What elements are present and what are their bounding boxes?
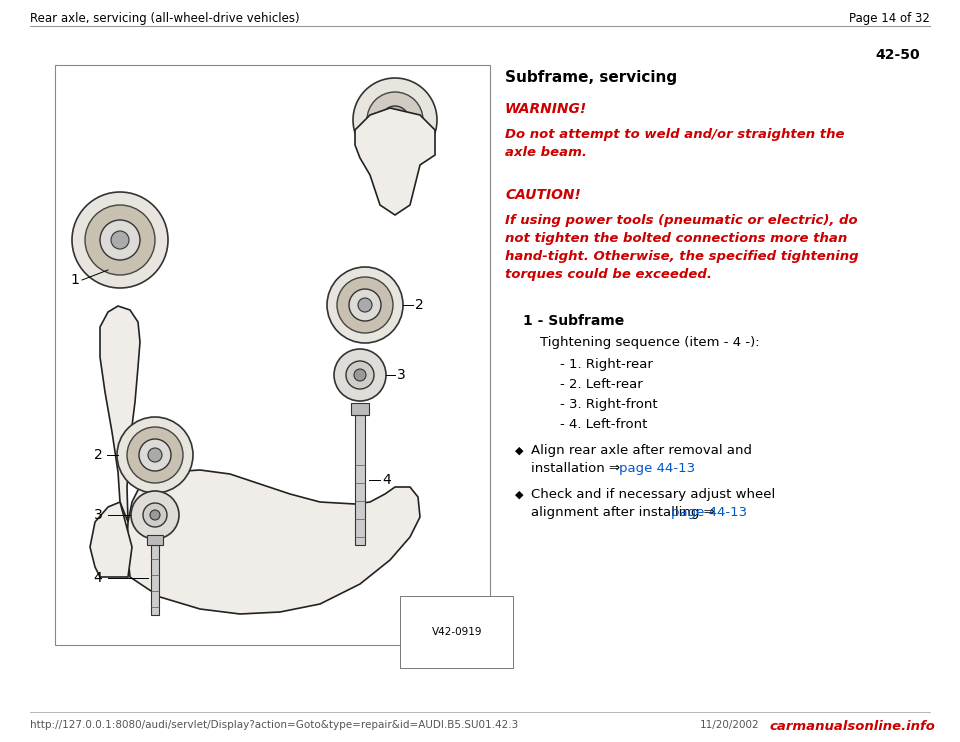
- Text: Check and if necessary adjust wheel: Check and if necessary adjust wheel: [531, 488, 776, 501]
- Text: 42-50: 42-50: [876, 48, 920, 62]
- Text: 2: 2: [415, 298, 423, 312]
- Text: Do not attempt to weld and/or straighten the
axle beam.: Do not attempt to weld and/or straighten…: [505, 128, 845, 159]
- Text: 3: 3: [94, 508, 103, 522]
- Text: Subframe, servicing: Subframe, servicing: [505, 70, 677, 85]
- Text: 1: 1: [71, 273, 80, 287]
- Text: CAUTION!: CAUTION!: [505, 188, 581, 202]
- Circle shape: [100, 220, 140, 260]
- Circle shape: [334, 349, 386, 401]
- Text: ◆: ◆: [515, 446, 523, 456]
- Text: - 4. Left-front: - 4. Left-front: [560, 418, 647, 431]
- Text: 4: 4: [382, 473, 391, 487]
- Bar: [147, 535, 163, 545]
- Text: 4: 4: [94, 571, 103, 585]
- Text: page 44-13: page 44-13: [671, 506, 747, 519]
- Circle shape: [353, 78, 437, 162]
- Circle shape: [337, 277, 393, 333]
- Circle shape: [346, 361, 374, 389]
- Polygon shape: [100, 306, 140, 522]
- Text: Page 14 of 32: Page 14 of 32: [850, 12, 930, 25]
- Circle shape: [327, 267, 403, 343]
- Circle shape: [148, 448, 162, 462]
- Circle shape: [117, 417, 193, 493]
- Text: installation ⇒: installation ⇒: [531, 462, 624, 475]
- Text: carmanualsonline.info: carmanualsonline.info: [769, 720, 935, 733]
- Text: - 1. Right-rear: - 1. Right-rear: [560, 358, 653, 371]
- Circle shape: [381, 106, 409, 134]
- Text: page 44-13: page 44-13: [619, 462, 695, 475]
- Circle shape: [349, 289, 381, 321]
- Text: ◆: ◆: [515, 490, 523, 500]
- Text: - 2. Left-rear: - 2. Left-rear: [560, 378, 643, 391]
- Bar: [351, 403, 369, 415]
- Circle shape: [127, 427, 183, 483]
- Circle shape: [111, 231, 129, 249]
- Bar: [151, 545, 159, 615]
- Circle shape: [150, 510, 160, 520]
- Circle shape: [139, 439, 171, 471]
- Circle shape: [72, 192, 168, 288]
- Circle shape: [131, 491, 179, 539]
- Text: V42-0919: V42-0919: [431, 627, 482, 637]
- Text: 3: 3: [397, 368, 406, 382]
- Text: 1 - Subframe: 1 - Subframe: [523, 314, 624, 328]
- Text: Align rear axle after removal and: Align rear axle after removal and: [531, 444, 752, 457]
- Text: Rear axle, servicing (all-wheel-drive vehicles): Rear axle, servicing (all-wheel-drive ve…: [30, 12, 300, 25]
- Bar: [355, 415, 365, 545]
- Text: If using power tools (pneumatic or electric), do
not tighten the bolted connecti: If using power tools (pneumatic or elect…: [505, 214, 858, 281]
- Text: Tightening sequence (item - 4 -):: Tightening sequence (item - 4 -):: [540, 336, 759, 349]
- Text: 11/20/2002: 11/20/2002: [700, 720, 759, 730]
- Polygon shape: [90, 502, 132, 577]
- Circle shape: [358, 298, 372, 312]
- Polygon shape: [355, 108, 435, 215]
- Text: 2: 2: [94, 448, 103, 462]
- Circle shape: [143, 503, 167, 527]
- Text: WARNING!: WARNING!: [505, 102, 588, 116]
- Circle shape: [367, 92, 423, 148]
- Circle shape: [85, 205, 155, 275]
- Text: - 3. Right-front: - 3. Right-front: [560, 398, 658, 411]
- Bar: [55, 65, 490, 645]
- Polygon shape: [127, 470, 420, 614]
- Text: alignment after installing ⇒: alignment after installing ⇒: [531, 506, 719, 519]
- Circle shape: [354, 369, 366, 381]
- Text: http://127.0.0.1:8080/audi/servlet/Display?action=Goto&type=repair&id=AUDI.B5.SU: http://127.0.0.1:8080/audi/servlet/Displ…: [30, 720, 518, 730]
